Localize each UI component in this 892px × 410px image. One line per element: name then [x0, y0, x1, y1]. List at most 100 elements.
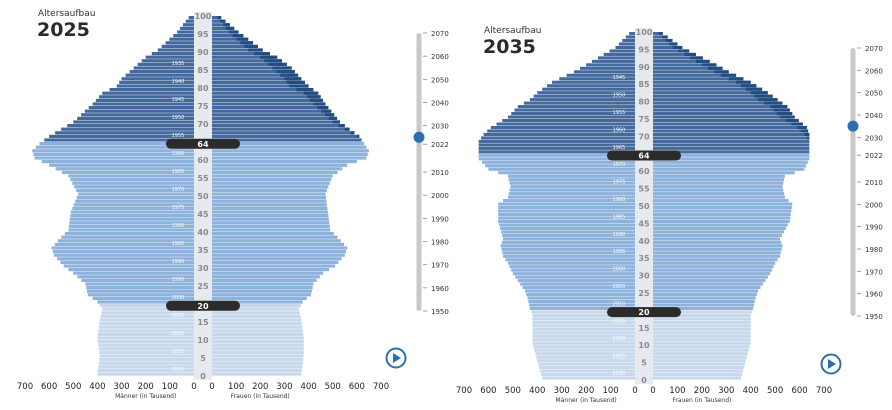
bar-men	[97, 300, 194, 304]
bar-women-surplus	[714, 70, 729, 74]
play-icon	[393, 353, 401, 363]
birth-year-label: 2015	[172, 349, 185, 355]
bar-women-surplus	[272, 66, 292, 70]
bar-men	[75, 199, 194, 203]
bar-men	[532, 317, 635, 321]
bar-men	[512, 272, 635, 276]
bar-women-surplus	[254, 52, 270, 56]
bar-women	[212, 275, 320, 279]
bar-men	[509, 181, 635, 185]
bar-men	[532, 331, 635, 335]
bar-women	[653, 286, 761, 290]
age-marker-pill	[166, 300, 240, 311]
bar-women	[212, 300, 303, 304]
bar-men	[182, 23, 194, 27]
bar-men	[32, 149, 194, 153]
bar-women	[212, 329, 303, 333]
bar-women	[653, 268, 772, 272]
age-tick-label: 90	[197, 48, 209, 57]
bar-men	[55, 131, 194, 135]
x-tick-label: 700	[816, 386, 832, 396]
x-tick-label: 400	[743, 386, 759, 396]
bar-women	[653, 282, 763, 286]
bar-women	[653, 237, 781, 241]
bar-women	[653, 341, 751, 345]
bar-men	[483, 132, 635, 136]
year-slider-label: 2060	[431, 53, 449, 61]
bar-women	[653, 310, 752, 314]
age-tick-label: 95	[197, 30, 209, 39]
bar-women	[653, 167, 805, 171]
bar-women	[212, 314, 301, 318]
bar-women	[212, 88, 314, 92]
bar-women-surplus	[220, 19, 226, 23]
age-tick-label: 5	[200, 354, 206, 363]
year-slider-label: 1960	[865, 291, 883, 299]
bar-men	[532, 338, 635, 342]
age-tick-label: 55	[197, 174, 209, 183]
bar-men	[487, 129, 635, 133]
year-slider-label: 2040	[865, 112, 883, 120]
age-tick-label: 45	[638, 219, 650, 228]
bar-women	[653, 188, 784, 192]
bar-women	[653, 171, 795, 175]
age-tick-label: 70	[197, 120, 209, 129]
bar-men	[532, 341, 635, 345]
bar-men	[501, 247, 635, 251]
year-slider-thumb[interactable]	[413, 131, 425, 143]
bar-men	[102, 307, 194, 311]
x-tick-label: 300	[554, 386, 570, 396]
bar-women-surplus	[780, 115, 795, 119]
bar-men	[586, 63, 635, 67]
age-tick-label: 15	[197, 318, 209, 327]
bar-men	[99, 358, 194, 362]
bar-men	[57, 257, 194, 261]
year-slider-label: 2010	[431, 169, 449, 177]
bar-men	[61, 235, 194, 239]
x-tick-label: 100	[602, 386, 618, 396]
birth-year-label: 1965	[172, 169, 185, 175]
bar-women	[653, 233, 782, 237]
year-slider-track	[850, 48, 856, 316]
bar-men	[511, 268, 635, 272]
bar-women-surplus	[344, 127, 350, 131]
bar-men	[87, 293, 194, 297]
birth-year-label: 2010	[172, 331, 185, 337]
bar-men	[116, 84, 194, 88]
bar-men	[69, 217, 194, 221]
bar-men	[78, 192, 194, 196]
bar-women-surplus	[770, 105, 788, 109]
bar-women	[212, 289, 312, 293]
age-tick-label: 40	[638, 237, 650, 246]
age-tick-label: 85	[197, 66, 209, 75]
bar-women	[653, 87, 763, 91]
birth-year-label: 1950	[613, 93, 626, 99]
bar-men	[68, 174, 194, 178]
year-slider-thumb[interactable]	[847, 120, 859, 132]
bar-women	[653, 327, 751, 331]
bar-women	[653, 63, 717, 67]
bar-women	[653, 209, 792, 213]
bar-men	[109, 88, 194, 92]
x-tick-label: 600	[791, 386, 807, 396]
bar-men	[73, 203, 194, 207]
bar-men	[534, 348, 635, 352]
bar-men	[119, 80, 194, 84]
bar-men	[566, 73, 635, 77]
age-tick-label: 75	[197, 102, 209, 111]
age-tick-label: 0	[641, 376, 647, 385]
bar-women-surplus	[248, 48, 263, 52]
bar-men	[498, 202, 635, 206]
year-slider-label: 1970	[865, 268, 883, 276]
x-tick-label: 500	[505, 386, 521, 396]
bar-men	[478, 143, 635, 147]
year-slider-label: 1990	[431, 215, 449, 223]
x-tick-label: 400	[89, 382, 105, 392]
year-slider-label: 1960	[431, 285, 449, 293]
bar-women	[212, 62, 287, 66]
x-tick-label: 400	[529, 386, 545, 396]
bar-men	[503, 237, 635, 241]
birth-year-label: 2015	[613, 319, 626, 325]
birth-year-label: 1965	[613, 145, 626, 151]
x-tick-label: 100	[228, 382, 244, 392]
